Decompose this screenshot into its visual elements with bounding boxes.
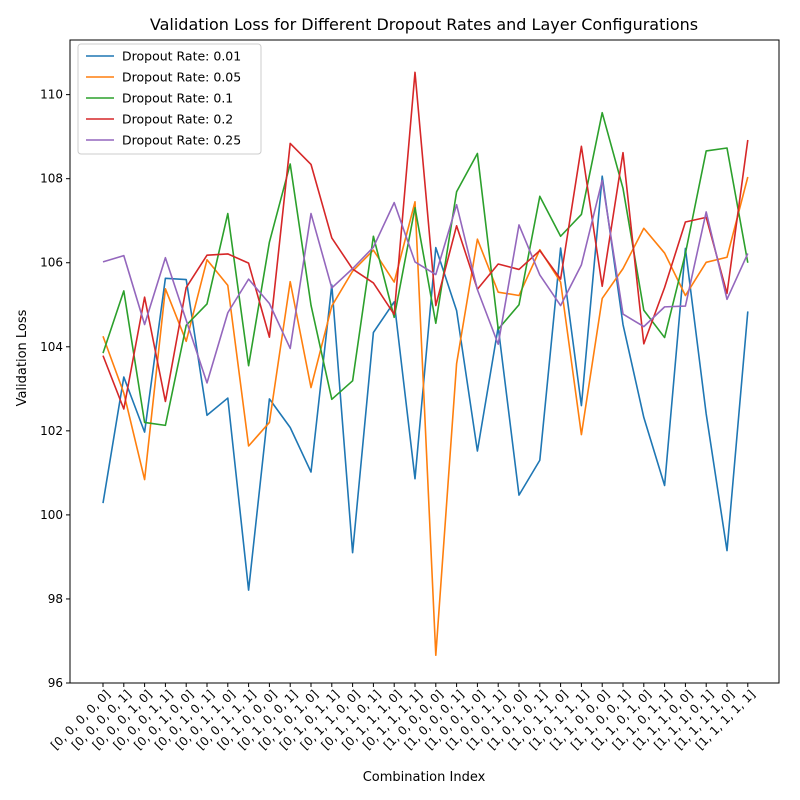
- legend-label: Dropout Rate: 0.05: [122, 70, 241, 85]
- legend-box: [77, 43, 262, 155]
- plot-frame: [69, 39, 780, 684]
- legend-label: Dropout Rate: 0.01: [122, 49, 241, 64]
- y-tick-label: 110: [40, 88, 63, 102]
- y-tick-label: 96: [48, 676, 63, 690]
- x-axis-label: Combination Index: [363, 770, 486, 785]
- y-axis-label: Validation Loss: [15, 309, 30, 406]
- series-line-1: [102, 176, 749, 657]
- y-tick-label: 108: [40, 172, 63, 186]
- series-line-3: [102, 71, 749, 410]
- y-tick-label: 102: [40, 424, 63, 438]
- y-tick-label: 100: [40, 508, 63, 522]
- y-tick-label: 104: [40, 340, 63, 354]
- series-line-4: [102, 179, 749, 384]
- series-line-2: [102, 111, 749, 427]
- legend: Dropout Rate: 0.01 Dropout Rate: 0.05 Drop…: [77, 43, 262, 155]
- legend-label: Dropout Rate: 0.2: [122, 112, 233, 127]
- series-line-0: [102, 175, 749, 591]
- y-tick-label: 106: [40, 256, 63, 270]
- legend-label: Dropout Rate: 0.25: [122, 133, 241, 148]
- chart-title: Validation Loss for Different Dropout Ra…: [150, 15, 698, 34]
- legend-label: Dropout Rate: 0.1: [122, 91, 233, 106]
- y-tick-label: 98: [48, 592, 63, 606]
